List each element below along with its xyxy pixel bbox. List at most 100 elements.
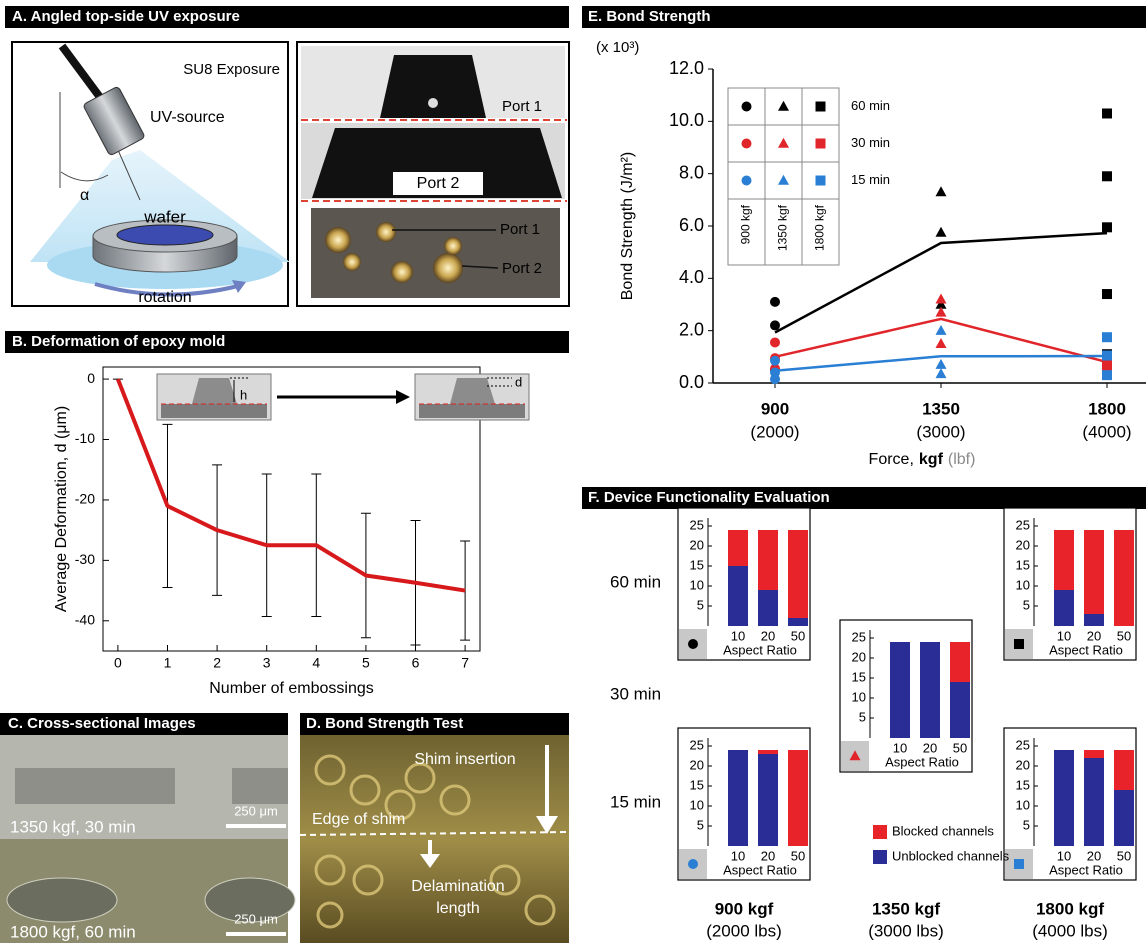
data-point	[1102, 332, 1112, 342]
port-label: Port 2	[502, 260, 542, 277]
y-tick-label: 20	[690, 537, 704, 552]
legend-swatch	[873, 850, 887, 864]
x-tick-label: 20	[761, 848, 775, 863]
bar-segment	[1084, 758, 1104, 846]
bar-segment	[1114, 790, 1134, 846]
y-tick-label: -20	[75, 491, 95, 507]
column-label: 1350 kgf	[872, 899, 940, 918]
annotation: length	[436, 900, 480, 917]
legend-label: Blocked channels	[892, 823, 994, 838]
port-photo	[391, 261, 413, 283]
data-point	[770, 297, 780, 307]
x-tick-sublabel: (3000)	[916, 422, 965, 441]
bar-segment	[788, 530, 808, 618]
y-tick-label: 0	[87, 370, 95, 386]
legend-column-label: 1350 kgf	[776, 204, 790, 251]
x-tick-label: 0	[114, 655, 122, 671]
bar-segment	[950, 642, 970, 682]
bar-segment	[758, 530, 778, 590]
x-axis-title-part: Force,	[869, 451, 914, 468]
y-tick-label: 25	[852, 629, 866, 644]
figure: A. Angled top-side UV exposure SU8 Expos…	[0, 0, 1146, 943]
y-tick-label: 10	[1016, 577, 1030, 592]
x-tick-label: 7	[461, 655, 469, 671]
x-tick-label: 4	[312, 655, 320, 671]
x-tick-label: 1800	[1088, 399, 1126, 418]
annotation: Delamination	[411, 878, 504, 895]
bar-segment	[1054, 750, 1074, 846]
inset-base	[419, 404, 525, 418]
y-tick-label: -30	[75, 551, 95, 567]
scale-label: 250 μm	[234, 911, 278, 926]
x-tick-label: 10	[1057, 848, 1071, 863]
y-tick-label: 10.0	[669, 110, 704, 130]
y-tick-label: 15	[852, 669, 866, 684]
x-tick-label: 50	[791, 628, 805, 643]
x-axis-title: Aspect Ratio	[1049, 862, 1123, 877]
x-tick-label: 10	[893, 740, 907, 755]
y-tick-label: 20	[852, 649, 866, 664]
bar-segment	[1054, 590, 1074, 626]
x-tick-sublabel: (4000)	[1082, 422, 1131, 441]
column-sublabel: (3000 lbs)	[868, 921, 944, 940]
panel-title: D. Bond Strength Test	[306, 715, 463, 732]
legend-swatch	[873, 825, 887, 839]
scale-label: 250 μm	[234, 803, 278, 818]
bar-segment	[728, 566, 748, 626]
marker	[688, 859, 698, 869]
inset-label: d	[515, 374, 522, 389]
port-label: Port 2	[417, 175, 460, 192]
x-tick-label: 5	[362, 655, 370, 671]
data-point	[1102, 351, 1112, 361]
y-tick-label: 25	[690, 517, 704, 532]
annotation: Edge of shim	[312, 811, 405, 828]
wafer	[117, 225, 213, 245]
bar-segment	[788, 618, 808, 626]
y-tick-label: 6.0	[679, 215, 704, 235]
x-axis-title-part: (lbf)	[948, 451, 976, 468]
inset-label: h	[240, 387, 247, 402]
port-photo	[376, 222, 396, 242]
bar-segment	[1054, 530, 1074, 590]
legend-column-label: 1800 kgf	[813, 204, 827, 251]
y-tick-label: -10	[75, 430, 95, 446]
marker	[1014, 859, 1024, 869]
data-point	[770, 356, 780, 366]
data-point	[770, 337, 780, 347]
marker	[688, 639, 698, 649]
bar-segment	[1084, 750, 1104, 758]
y-tick-label: 20	[1016, 757, 1030, 772]
y-tick-label: 15	[690, 777, 704, 792]
y-axis-title: Bond Strength (J/m²)	[619, 152, 636, 301]
column-sublabel: (4000 lbs)	[1032, 921, 1108, 940]
x-tick-label: 10	[731, 848, 745, 863]
x-tick-label: 50	[1117, 848, 1131, 863]
x-tick-label: 6	[412, 655, 420, 671]
panel-title: A. Angled top-side UV exposure	[12, 8, 240, 25]
annotation: Shim insertion	[414, 751, 515, 768]
y-tick-label: 10	[690, 797, 704, 812]
bar-segment	[788, 750, 808, 846]
column-label: 900 kgf	[715, 899, 774, 918]
row-label: 15 min	[610, 792, 661, 811]
y-tick-label: 4.0	[679, 267, 704, 287]
data-point	[1102, 370, 1112, 380]
x-tick-label: 20	[761, 628, 775, 643]
x-tick-label: 2	[213, 655, 221, 671]
data-point	[770, 320, 780, 330]
panel-title: F. Device Functionality Evaluation	[588, 489, 830, 506]
schematic-title: SU8 Exposure	[183, 61, 280, 78]
page: { "panels": { "a": {"title": "A. Angled …	[0, 0, 1146, 943]
y-tick-label: 5	[1023, 817, 1030, 832]
y-axis-title: Average Deformation, d (μm)	[53, 406, 70, 612]
x-axis-title: Aspect Ratio	[1049, 642, 1123, 657]
x-tick-label: 20	[1087, 848, 1101, 863]
y-tick-label: 20	[1016, 537, 1030, 552]
axis-multiplier: (x 10³)	[596, 39, 639, 56]
panel-title: B. Deformation of epoxy mold	[12, 333, 225, 350]
photo-detail	[428, 98, 438, 108]
bar-segment	[1084, 530, 1104, 614]
y-tick-label: 15	[1016, 777, 1030, 792]
y-tick-label: 5	[859, 709, 866, 724]
data-point	[936, 227, 947, 237]
